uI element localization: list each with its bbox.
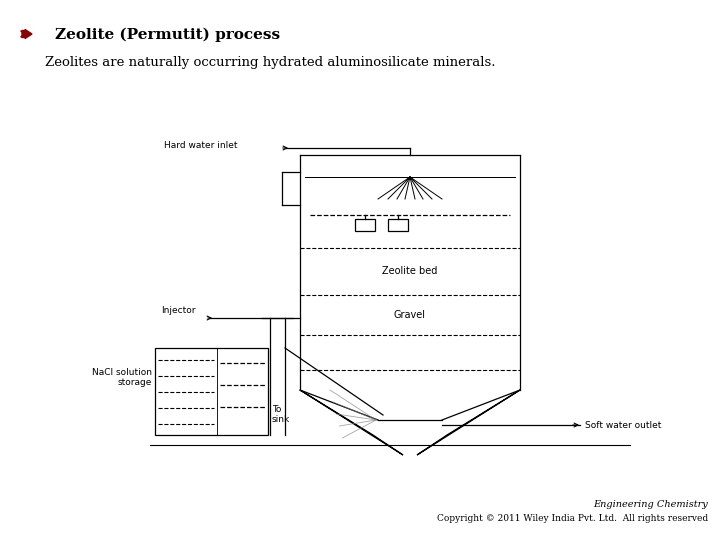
FancyArrow shape <box>22 30 32 38</box>
Polygon shape <box>417 390 520 455</box>
Text: Zeolite bed: Zeolite bed <box>382 267 438 276</box>
Text: Injector: Injector <box>161 306 196 315</box>
Text: Copyright © 2011 Wiley India Pvt. Ltd.  All rights reserved: Copyright © 2011 Wiley India Pvt. Ltd. A… <box>437 514 708 523</box>
Text: Zeolites are naturally occurring hydrated aluminosilicate minerals.: Zeolites are naturally occurring hydrate… <box>45 56 495 69</box>
Bar <box>355 219 375 231</box>
Bar <box>388 219 408 231</box>
Text: NaCl solution
storage: NaCl solution storage <box>92 368 152 387</box>
Text: Gravel: Gravel <box>394 310 426 320</box>
Text: Engineering Chemistry: Engineering Chemistry <box>593 500 708 509</box>
Polygon shape <box>300 390 403 455</box>
Bar <box>155 348 268 435</box>
Text: Zeolite (Permutit) process: Zeolite (Permutit) process <box>55 28 280 43</box>
Text: To
sink: To sink <box>272 405 290 424</box>
Text: Soft water outlet: Soft water outlet <box>585 421 662 429</box>
Text: Hard water inlet: Hard water inlet <box>164 140 238 150</box>
